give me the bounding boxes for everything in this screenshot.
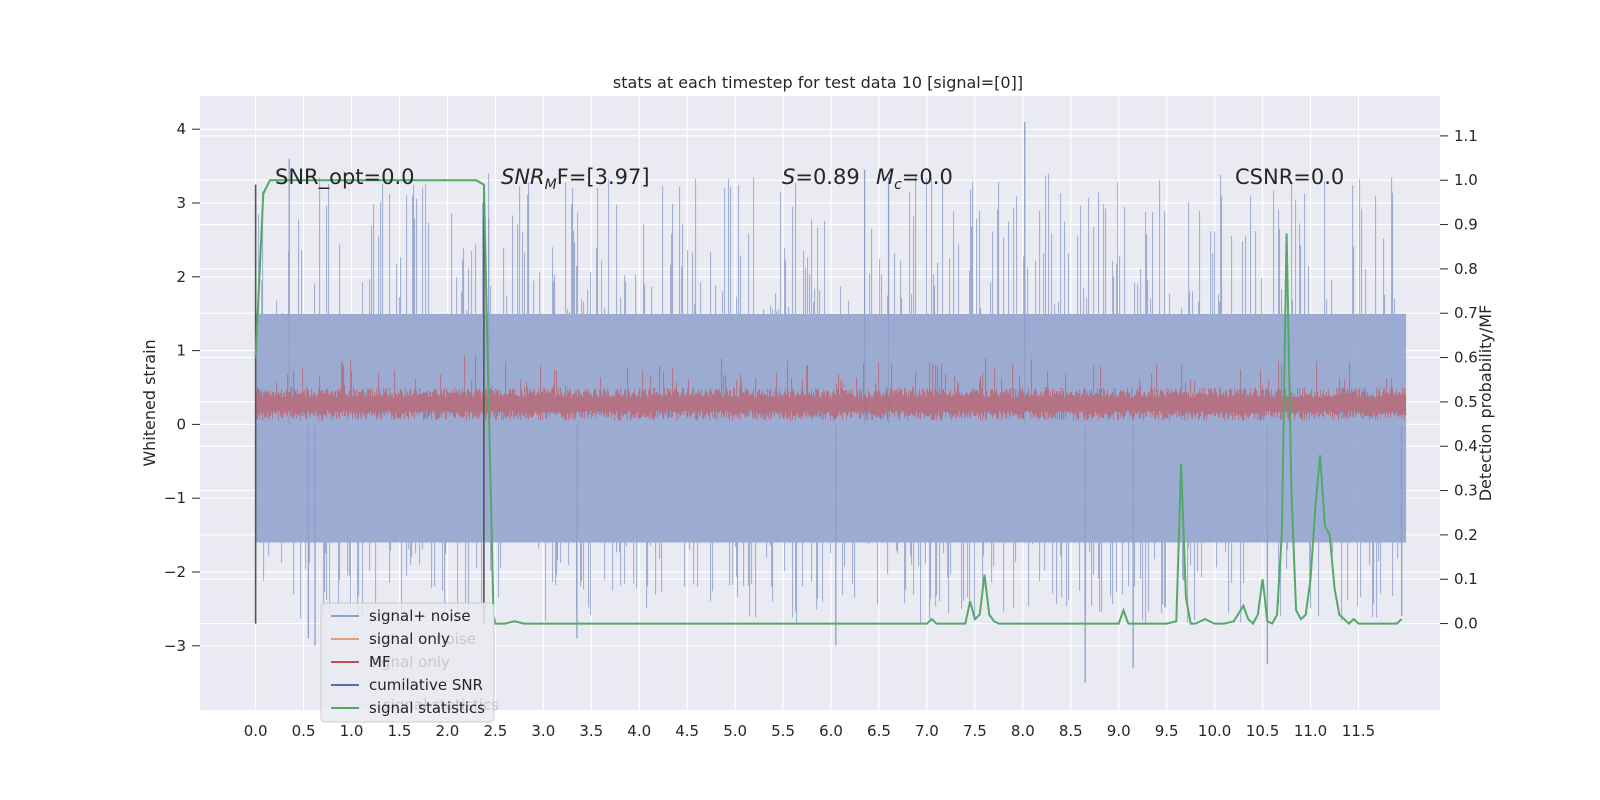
x-tick-label: 11.5	[1342, 722, 1375, 740]
x-axis-ticks: 0.0 0.5 1.0 1.5 2.0 2.5 3.0 3.5 4.0 4.5 5.0 5.5 6.0 6…	[244, 722, 1375, 740]
x-tick-label: 0.0	[244, 722, 268, 740]
y-tick-label: 1	[176, 342, 186, 360]
y-axis-ticks: 4 3 2 1 0 −1 −2 −3	[164, 120, 200, 655]
y2-tick-label: 0.1	[1454, 570, 1478, 588]
annotation-snr-opt: SNR_opt=0.0	[275, 165, 415, 190]
x-tick-label: 9.5	[1155, 722, 1179, 740]
y2-tick-label: 0.8	[1454, 260, 1478, 278]
x-tick-label: 10.5	[1246, 722, 1279, 740]
y-tick-label: 4	[176, 120, 186, 138]
x-tick-label: 5.0	[723, 722, 747, 740]
annotation-snr-mf: SNRMF=[3.97]	[501, 165, 650, 193]
x-tick-label: 0.5	[292, 722, 316, 740]
x-tick-label: 3.5	[579, 722, 603, 740]
chart-title: stats at each timestep for test data 10 …	[613, 73, 1023, 92]
x-tick-label: 6.0	[819, 722, 843, 740]
y-axis-label: Whitened strain	[140, 339, 159, 466]
series-signal-statistics	[254, 179, 1403, 626]
x-tick-label: 8.5	[1059, 722, 1083, 740]
y2-tick-label: 0.3	[1454, 482, 1478, 500]
x-tick-label: 10.0	[1198, 722, 1231, 740]
x-tick-label: 8.0	[1011, 722, 1035, 740]
y2-tick-label: 0.2	[1454, 526, 1478, 544]
legend-ghost-label: signal only	[369, 653, 450, 671]
y2-tick-label: 0.6	[1454, 349, 1478, 367]
legend-label-cumulative-snr: cumilative SNR	[369, 676, 483, 694]
signal-statistics-layer	[254, 179, 1403, 626]
y2-tick-label: 0.5	[1454, 393, 1478, 411]
x-tick-label: 7.0	[915, 722, 939, 740]
x-tick-label: 1.5	[388, 722, 412, 740]
annotation-s-stat: S=0.89	[782, 165, 860, 189]
x-tick-label: 3.0	[531, 722, 555, 740]
annotation-mc-stat: Mc=0.0	[876, 165, 953, 193]
y-tick-label: 0	[176, 415, 186, 433]
x-tick-label: 2.5	[483, 722, 507, 740]
legend-label-signal-statistics: signal statistics	[369, 699, 485, 717]
x-tick-label: 9.0	[1107, 722, 1131, 740]
y2-tick-label: 1.1	[1454, 127, 1478, 145]
x-tick-label: 4.5	[675, 722, 699, 740]
x-tick-label: 5.5	[771, 722, 795, 740]
y2-tick-label: 0.7	[1454, 304, 1478, 322]
x-tick-label: 11.0	[1294, 722, 1327, 740]
legend-label-signal-only: signal only	[369, 630, 450, 648]
x-tick-label: 7.5	[963, 722, 987, 740]
x-tick-label: 6.5	[867, 722, 891, 740]
y-tick-label: −1	[164, 489, 186, 507]
y2-tick-label: 0.4	[1454, 437, 1478, 455]
y-tick-label: −3	[164, 637, 186, 655]
legend-label-mf: MF	[369, 653, 391, 671]
annotation-csnr: CSNR=0.0	[1235, 165, 1344, 189]
y2-axis-ticks: 1.1 1.0 0.9 0.8 0.7 0.6 0.5 0.4 0.3 0.2 0.1 0.0	[1440, 127, 1478, 633]
y2-axis-label: Detection probability/MF	[1476, 305, 1495, 502]
legend-ghost-label: noise	[436, 630, 476, 648]
y-tick-label: −2	[164, 563, 186, 581]
x-tick-label: 4.0	[627, 722, 651, 740]
y-tick-label: 3	[176, 194, 186, 212]
legend: noise signal only signal statistics sign…	[320, 602, 499, 723]
legend-ghost-label: signal statistics	[383, 696, 499, 714]
legend-box	[320, 602, 495, 723]
x-tick-label: 1.0	[340, 722, 364, 740]
legend-label-signal-noise: signal+ noise	[369, 607, 471, 625]
cumulative-snr-layer	[254, 184, 485, 624]
y2-tick-label: 0.9	[1454, 216, 1478, 234]
y2-tick-label: 1.0	[1454, 171, 1478, 189]
y2-tick-label: 0.0	[1454, 615, 1478, 633]
x-tick-label: 2.0	[435, 722, 459, 740]
y-tick-label: 2	[176, 268, 186, 286]
